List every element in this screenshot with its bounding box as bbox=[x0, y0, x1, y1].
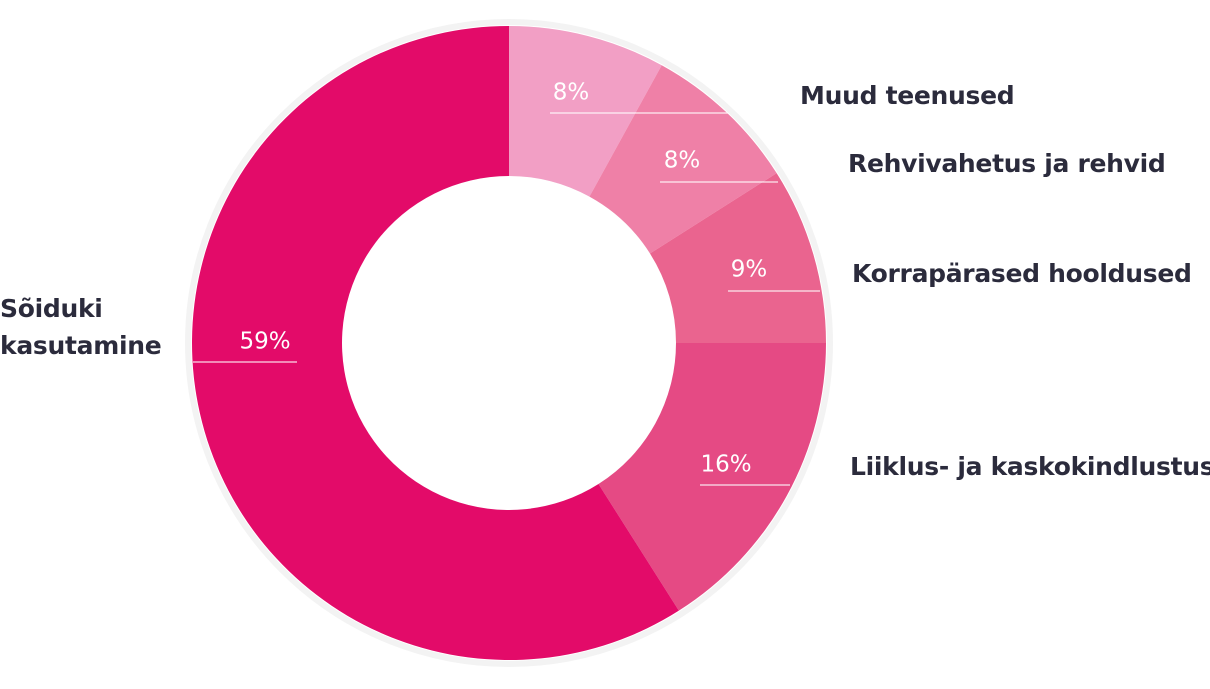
category-label: Rehvivahetus ja rehvid bbox=[848, 149, 1166, 178]
category-label: Korrapärased hooldused bbox=[852, 259, 1192, 288]
value-label: 59% bbox=[239, 329, 290, 355]
category-label: Sõiduki kasutamine bbox=[0, 294, 162, 360]
value-label: 9% bbox=[731, 257, 768, 283]
value-label: 16% bbox=[700, 452, 751, 478]
category-label: Liiklus- ja kaskokindlustus bbox=[850, 452, 1210, 481]
donut-slice bbox=[598, 343, 826, 611]
outer-ring bbox=[185, 19, 833, 667]
category-label: Muud teenused bbox=[800, 81, 1015, 110]
value-label: 8% bbox=[664, 148, 701, 174]
donut-slice bbox=[192, 25, 679, 660]
value-label: 8% bbox=[553, 80, 590, 106]
donut-slice bbox=[650, 173, 826, 343]
donut-slice bbox=[509, 26, 662, 197]
donut-slice bbox=[589, 65, 777, 254]
